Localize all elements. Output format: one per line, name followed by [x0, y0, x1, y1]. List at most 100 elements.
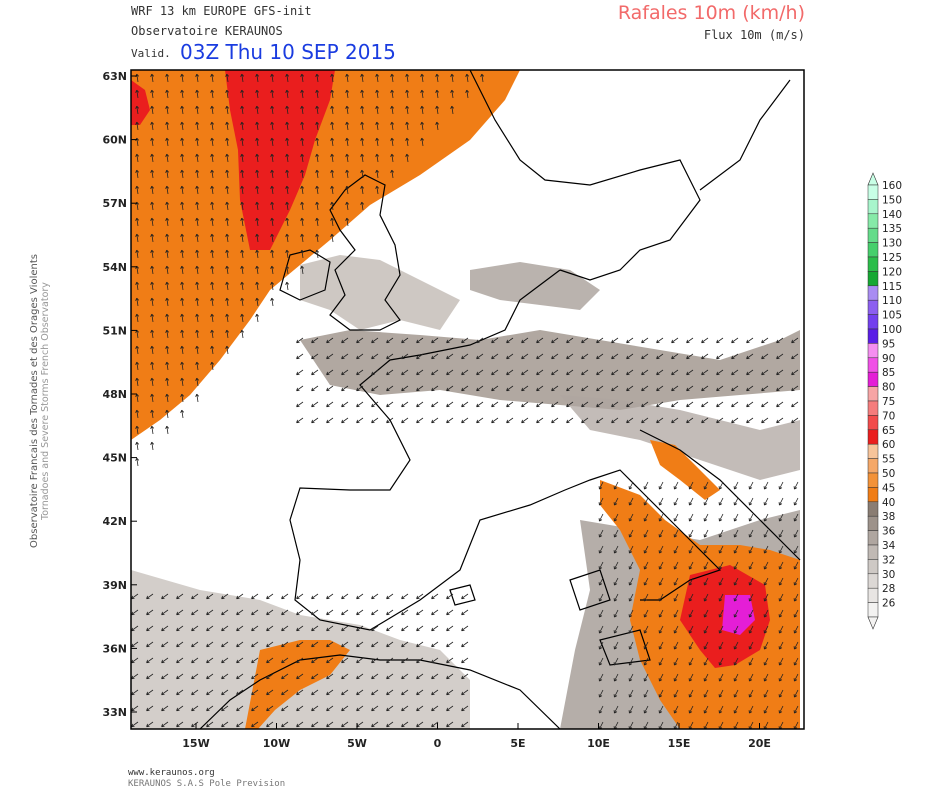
wind-arrow	[300, 137, 305, 147]
legend-arrow-top	[867, 172, 879, 186]
wind-arrow	[461, 673, 469, 680]
wind-arrow	[643, 625, 649, 634]
wind-arrow	[165, 409, 170, 419]
wind-arrow	[315, 201, 320, 211]
wind-arrow	[210, 201, 215, 211]
legend-label: 90	[882, 353, 895, 365]
wind-arrow	[330, 73, 335, 83]
wind-arrow	[626, 337, 634, 344]
wind-arrow	[285, 89, 290, 99]
legend-label: 60	[882, 439, 895, 451]
wind-arrow	[420, 137, 425, 147]
lat-label: 39N	[102, 579, 127, 592]
wind-arrow	[371, 417, 379, 424]
wind-arrow	[270, 153, 275, 163]
legend-label: 26	[882, 598, 896, 610]
wind-arrow	[643, 545, 649, 554]
lat-label: 33N	[102, 706, 127, 719]
wind-arrow	[150, 377, 155, 387]
wind-arrow	[641, 369, 649, 376]
wind-arrow	[206, 673, 214, 680]
wind-arrow	[733, 641, 739, 650]
wind-arrow	[135, 105, 140, 115]
wind-arrow	[210, 297, 215, 307]
wind-arrow	[671, 337, 679, 344]
wind-arrow	[776, 385, 784, 392]
legend-swatch	[867, 227, 879, 243]
wind-arrow	[491, 353, 499, 360]
wind-arrow	[240, 329, 245, 339]
wind-arrow	[311, 657, 319, 664]
legend-label: 65	[882, 425, 895, 437]
wind-arrow	[596, 369, 604, 376]
legend-label: 75	[882, 396, 895, 408]
wind-arrow	[266, 721, 274, 728]
wind-arrow	[718, 657, 724, 666]
wind-arrow	[731, 385, 739, 392]
legend-label: 40	[882, 497, 895, 509]
wind-arrow	[613, 625, 619, 634]
legend-label: 105	[882, 310, 902, 322]
wind-arrow	[641, 337, 649, 344]
wind-arrow	[420, 105, 425, 115]
wind-arrow	[240, 185, 245, 195]
wind-arrow	[150, 185, 155, 195]
wind-arrow	[461, 657, 469, 664]
wind-arrow	[628, 705, 634, 714]
wind-arrow	[255, 233, 260, 243]
wind-arrow	[341, 593, 349, 600]
wind-arrow	[210, 249, 215, 259]
wind-arrow	[716, 385, 724, 392]
wind-arrow	[686, 337, 694, 344]
wind-arrow	[431, 625, 439, 632]
wind-arrow	[598, 513, 604, 522]
wind-arrow	[356, 609, 364, 616]
wind-arrow	[360, 153, 365, 163]
wind-arrow	[718, 705, 724, 714]
wind-arrow	[375, 89, 380, 99]
wind-arrow	[315, 105, 320, 115]
wind-arrow	[311, 705, 319, 712]
wind-arrow	[701, 401, 709, 408]
wind-arrow	[345, 185, 350, 195]
wind-arrow	[150, 425, 155, 435]
wind-arrow	[356, 337, 364, 344]
wind-arrow	[356, 593, 364, 600]
wind-arrow	[191, 721, 199, 728]
wind-arrow	[311, 417, 319, 424]
wind-arrow	[536, 353, 544, 360]
wind-arrow	[375, 185, 380, 195]
wind-arrow	[270, 249, 275, 259]
wind-arrow	[225, 233, 230, 243]
wind-arrow	[206, 705, 214, 712]
wind-arrow	[733, 497, 739, 506]
wind-arrow	[446, 417, 454, 424]
wind-arrow	[180, 345, 185, 355]
wind-arrow	[628, 497, 634, 506]
wind-arrow	[195, 393, 200, 403]
wind-arrow	[598, 609, 604, 618]
wind-arrow	[673, 625, 679, 634]
wind-arrow	[673, 593, 679, 602]
wind-arrow	[566, 369, 574, 376]
wind-arrow	[401, 337, 409, 344]
wind-arrow	[641, 385, 649, 392]
footer-url[interactable]: www.keraunos.org	[128, 768, 215, 778]
observatory-name: Observatoire KERAUNOS	[131, 24, 283, 38]
wind-arrow	[480, 73, 485, 83]
wind-arrow	[763, 561, 769, 570]
wind-arrow	[180, 249, 185, 259]
wind-arrow	[225, 217, 230, 227]
wind-arrow	[581, 385, 589, 392]
wind-arrow	[371, 337, 379, 344]
wind-arrow	[390, 105, 395, 115]
wind-arrow	[793, 561, 799, 570]
legend-swatch	[867, 472, 879, 488]
wind-arrow	[598, 545, 604, 554]
wind-arrow	[341, 657, 349, 664]
wind-arrow	[748, 705, 754, 714]
wind-arrow	[748, 689, 754, 698]
legend-swatch	[867, 587, 879, 603]
wind-arrow	[225, 249, 230, 259]
wind-arrow	[210, 153, 215, 163]
